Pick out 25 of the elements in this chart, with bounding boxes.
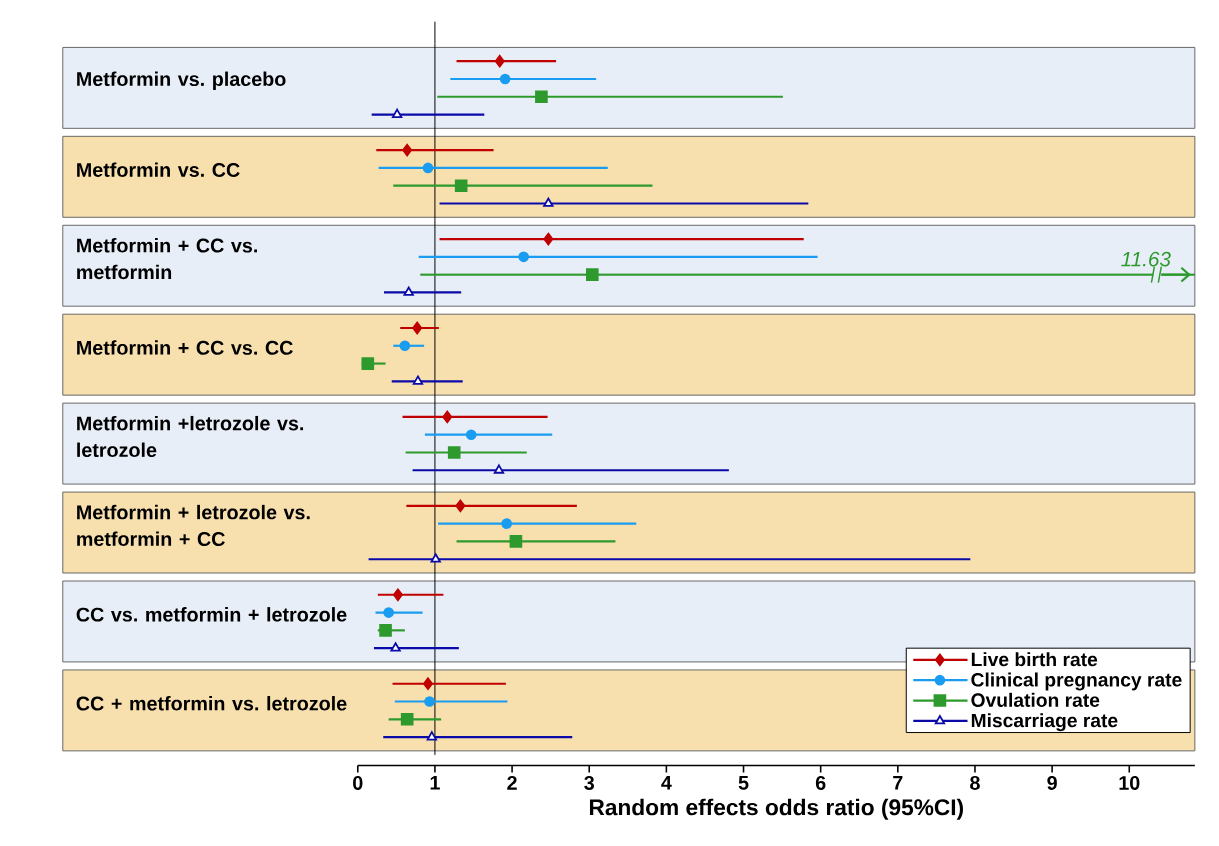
x-tick-label: 7 (893, 775, 903, 790)
y-tick-label: Metformin vs. CC (77, 162, 240, 177)
y-tick-label: Metformin +letrozole vs. letrozole (77, 415, 304, 457)
legend-label: Live birth rate (971, 651, 1098, 667)
x-tick-label: 10 (1119, 775, 1140, 790)
y-tick-label: CC vs. metformin + letrozole (76, 606, 347, 622)
y-tick-label: Metformin + CC vs. metformin (77, 237, 257, 279)
x-tick-label: 3 (584, 775, 594, 790)
x-tick-label: 2 (507, 775, 517, 790)
x-axis-title: Random effects odds ratio (95%CI) (589, 798, 963, 820)
x-tick-label: 1 (430, 775, 440, 790)
legend-label: Clinical pregnancy rate (971, 672, 1182, 691)
x-tick-label: 6 (815, 775, 826, 790)
y-tick-label: Metformin vs. placebo (77, 71, 286, 90)
x-tick-label: 0 (353, 775, 363, 790)
x-tick-label: 4 (661, 775, 672, 790)
x-tick-label: 8 (970, 775, 980, 790)
y-tick-label: Metformin + letrozole vs. metformin + CC (77, 504, 310, 546)
y-tick-label: CC + metformin vs. letrozole (76, 695, 347, 711)
annotation: 11.63 (1121, 251, 1171, 267)
y-tick-label: Metformin + CC vs. CC (77, 340, 293, 355)
x-tick-label: 5 (738, 775, 749, 790)
legend-label: Miscarriage rate (971, 712, 1118, 731)
x-tick-label: 9 (1047, 775, 1057, 790)
legend-label: Ovulation rate (971, 692, 1100, 707)
